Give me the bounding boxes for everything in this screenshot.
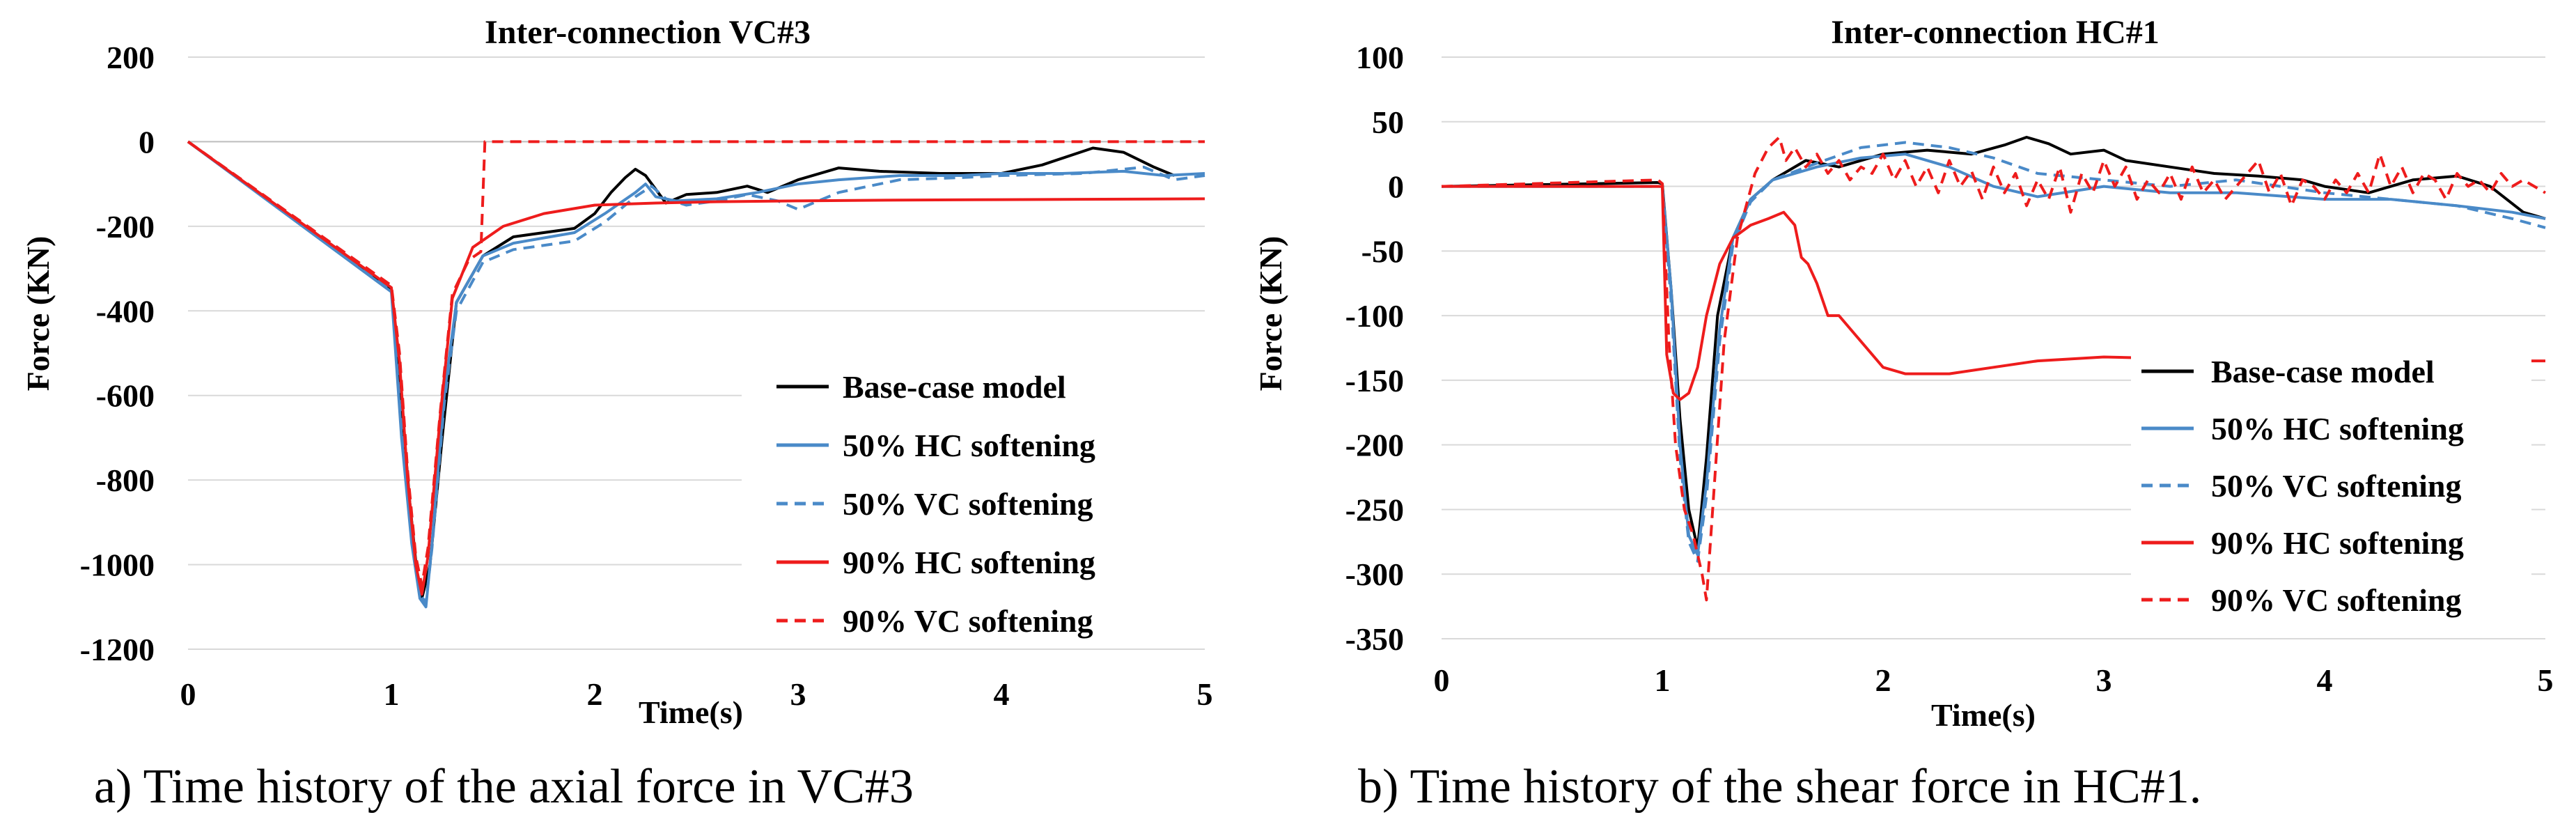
- panel-a-x-tick-label: 2: [587, 676, 603, 712]
- panel-b-legend: Base-case model 50% HC softening 50% VC so…: [2131, 341, 2531, 634]
- panel-a-legend-label: 50% VC softening: [843, 486, 1093, 522]
- panel-a-series-2-line: [187, 140, 1205, 609]
- panel-a-x-tick-label: 3: [790, 676, 806, 712]
- panel-a-y-tick-label: -800: [96, 463, 155, 498]
- panel-a-legend-items: Base-case model 50% HC softening 50% VC so…: [776, 369, 1095, 639]
- panel-a-y-tick-label: -600: [96, 378, 155, 414]
- panel-a-y-tick-label: -1200: [80, 632, 155, 667]
- panel-a-y-tick-label: -200: [96, 209, 155, 244]
- panel-b-y-tick-label: -50: [1361, 233, 1404, 269]
- panel-b-y-ticks: 100 50 0 -50 -100 -150 -200 -250 -300 -350: [1345, 40, 1404, 657]
- panel-b-legend-label: 50% HC softening: [2211, 411, 2464, 446]
- panel-a-series-3-line: [187, 140, 1205, 605]
- panel-a-legend: Base-case model 50% HC softening 50% VC so…: [742, 355, 1205, 644]
- panel-a-legend-label: Base-case model: [843, 369, 1066, 405]
- panel-b-title: Inter-connection HC#1: [1831, 14, 2160, 51]
- panel-a-x-label: Time(s): [639, 694, 743, 730]
- panel-b-legend-label: 50% VC softening: [2211, 468, 2462, 504]
- panel-b-y-tick-label: -350: [1345, 621, 1404, 657]
- panel-a-legend-label: 90% HC softening: [843, 545, 1095, 580]
- panel-a-x-tick-label: 1: [384, 676, 400, 712]
- panel-a-title: Inter-connection VC#3: [485, 14, 811, 51]
- panel-b-series-4-line: [1442, 185, 2545, 401]
- panel-b-chart: Inter-connection HC#1 100500-50-100-150-…: [1253, 14, 2554, 814]
- panel-b-y-tick-label: -150: [1345, 363, 1404, 398]
- panel-b-series-3-line: [1442, 141, 2546, 563]
- panel-a-x-ticks: 0 1 2 3 4 5: [180, 676, 1213, 712]
- panel-b-x-ticks: 0 1 2 3 4 5: [1434, 662, 2554, 698]
- panel-b-y-tick-label: 50: [1372, 104, 1404, 140]
- panel-a-legend-label: 50% HC softening: [843, 428, 1095, 463]
- panel-b-x-tick-label: 4: [2317, 662, 2333, 698]
- panel-b-series-1-line: [1441, 136, 2546, 550]
- panel-a-legend-label: 90% VC softening: [843, 603, 1093, 639]
- panel-a-y-label: Force (KN): [20, 236, 56, 391]
- panel-a-y-tick-label: -400: [96, 293, 155, 329]
- panel-b-legend-items: Base-case model 50% HC softening 50% VC so…: [2141, 354, 2464, 618]
- panel-a-y-ticks: 200 0 -200 -400 -600 -800 -1000 -1200: [80, 40, 155, 667]
- panel-b-x-tick-label: 1: [1655, 662, 1671, 698]
- panel-a-x-tick-label: 5: [1197, 676, 1213, 712]
- panel-a-series-5-line: [187, 140, 1205, 587]
- panel-b-legend-label: Base-case model: [2211, 354, 2435, 389]
- panel-a-series: [187, 140, 1205, 609]
- panel-a-y-tick-label: -1000: [80, 547, 155, 583]
- panel-b-legend-box: [2131, 341, 2531, 634]
- panel-b-legend-label: 90% VC softening: [2211, 582, 2462, 618]
- panel-a-legend-box: [742, 355, 1205, 644]
- panel-b-caption: b) Time history of the shear force in HC…: [1358, 760, 2201, 814]
- panel-b-y-tick-label: 100: [1356, 40, 1404, 75]
- panel-b-y-tick-label: 0: [1388, 169, 1404, 205]
- panel-b-x-tick-label: 3: [2096, 662, 2112, 698]
- panel-b-y-tick-label: -100: [1345, 298, 1404, 334]
- panel-a-y-tick-label: 200: [107, 40, 155, 75]
- panel-b-y-label: Force (KN): [1253, 236, 1288, 391]
- panel-a-x-tick-label: 4: [994, 676, 1010, 712]
- panel-b-x-tick-label: 0: [1434, 662, 1450, 698]
- panel-b-x-tick-label: 5: [2538, 662, 2554, 698]
- panel-a-y-tick-label: 0: [139, 124, 155, 160]
- panel-b-y-tick-label: -200: [1345, 428, 1404, 463]
- panel-a-x-tick-label: 0: [180, 676, 196, 712]
- panel-a-chart: Inter-connection VC#3 200 0 -200 -400 -600 -8…: [20, 14, 1213, 814]
- panel-b-x-label: Time(s): [1931, 697, 2036, 733]
- panel-b-series: [1441, 136, 2547, 602]
- panel-b-y-tick-label: -250: [1345, 492, 1404, 527]
- panel-a-caption: a) Time history of the axial force in VC…: [94, 760, 914, 814]
- panel-b-y-tick-label: -300: [1345, 557, 1404, 592]
- panel-b-legend-label: 90% HC softening: [2211, 525, 2464, 561]
- panel-b-x-tick-label: 2: [1875, 662, 1891, 698]
